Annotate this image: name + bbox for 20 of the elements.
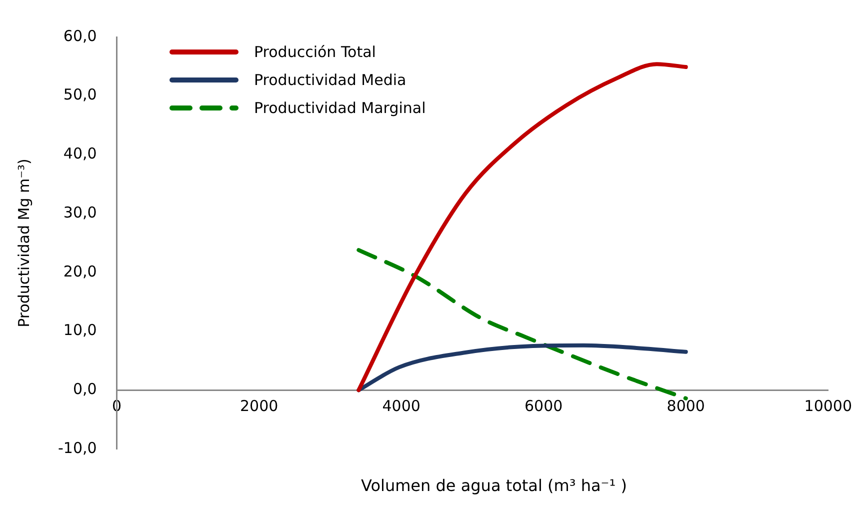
y-tick-label: 10,0 xyxy=(63,321,97,340)
y-tick-label: 20,0 xyxy=(63,262,97,280)
x-tick-label: 10000 xyxy=(804,397,852,416)
x-tick-label: 2000 xyxy=(240,397,278,416)
y-tick-label: 60,0 xyxy=(63,26,97,45)
legend-label: Productividad Media xyxy=(254,71,406,89)
y-tick-label: 0,0 xyxy=(72,380,97,398)
x-tick-label: 8000 xyxy=(666,397,705,416)
x-axis-title: Volumen de agua total (m³ ha⁻¹ ) xyxy=(360,476,628,495)
y-tick-label: 50,0 xyxy=(63,86,97,104)
legend-label: Productividad Marginal xyxy=(254,99,426,117)
y-tick-label: -10,0 xyxy=(58,438,97,457)
line-series xyxy=(356,248,688,400)
y-axis-title: Productividad Mg m⁻³) xyxy=(14,158,33,328)
x-tick-label: 6000 xyxy=(524,397,563,416)
legend-label: Producción Total xyxy=(254,43,376,61)
x-tick-label: 4000 xyxy=(382,397,420,416)
y-tick-label: 30,0 xyxy=(63,203,97,222)
line-series xyxy=(356,62,688,392)
y-tick-label: 40,0 xyxy=(63,144,97,163)
